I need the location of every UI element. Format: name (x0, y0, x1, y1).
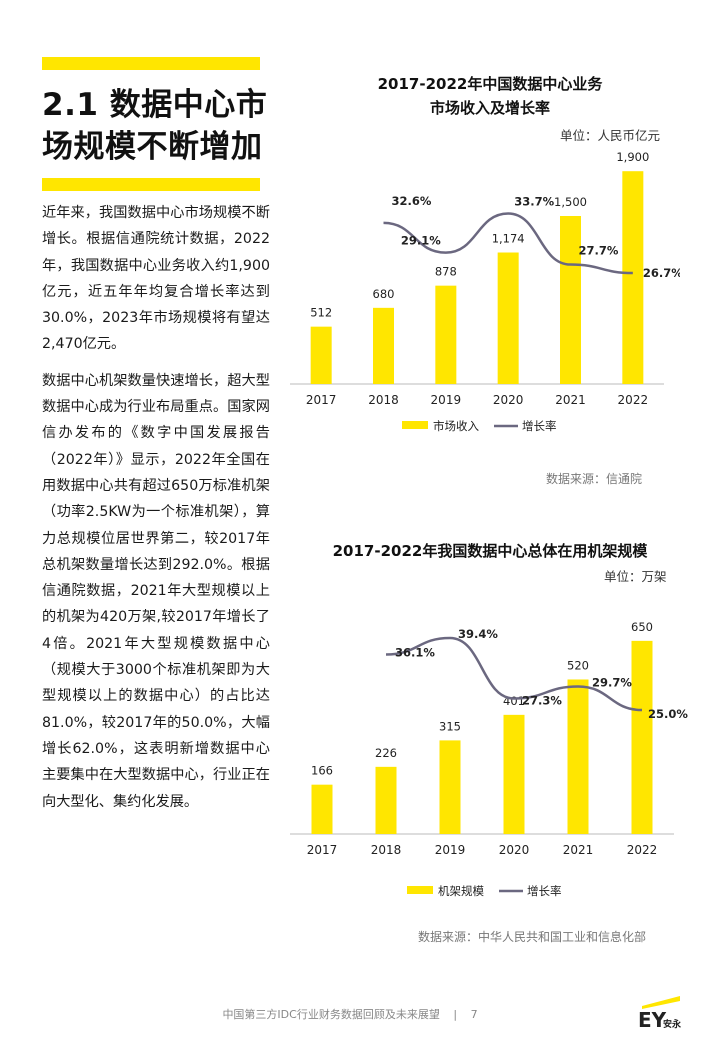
chart2-rate-label-2019: 39.4% (458, 627, 498, 641)
chart2-tick-2020: 2020 (499, 843, 530, 857)
chart2-bar-2020 (503, 714, 525, 834)
footer-text: 中国第三方IDC行业财务数据回顾及未来展望 (222, 1008, 440, 1021)
chart1-legend-line-label: 增长率 (522, 419, 557, 433)
chart1-rate-label-2020: 33.7% (514, 195, 554, 209)
chart2-tick-2022: 2022 (627, 843, 658, 857)
chart2-bar-label-2022: 650 (631, 620, 653, 634)
chart2-bar-2019 (439, 740, 461, 834)
logo-beam-icon (642, 996, 680, 1009)
chart2-bar-2017 (311, 784, 333, 834)
chart1-legend-bar-swatch (402, 421, 428, 429)
chart2-svg: 1662017226201831520194012020520202165020… (290, 620, 688, 898)
chart1-bar-2019 (435, 285, 457, 384)
footer-separator: | (453, 1008, 458, 1021)
chart2-legend-bar-swatch (407, 886, 433, 894)
chart1-tick-2018: 2018 (368, 393, 399, 407)
chart1-source: 数据来源：信通院 (546, 472, 643, 486)
heading-line-1: 2.1 数据中心市 (42, 87, 268, 123)
chart1-bar-2017 (310, 326, 332, 384)
chart2-bar-2021 (567, 679, 589, 834)
chart2-bar-label-2018: 226 (375, 746, 397, 760)
chart2-legend-bar-label: 机架规模 (438, 884, 484, 898)
chart1-title-line-1: 2017-2022年中国数据中心业务 (377, 75, 603, 93)
chart2-rate-label-2021: 29.7% (592, 676, 632, 690)
chart1-title-line-2: 市场收入及增长率 (429, 99, 550, 117)
chart1-bar-label-2021: 1,500 (554, 195, 587, 209)
chart1-bar-label-2022: 1,900 (616, 150, 649, 164)
chart1-bar-2020 (497, 252, 519, 384)
chart1-bar-label-2018: 680 (373, 287, 395, 301)
chart1-rate-label-2019: 29.1% (401, 234, 441, 248)
chart2-rate-label-2018: 36.1% (395, 646, 435, 660)
chart1-rate-label-2021: 27.7% (579, 244, 619, 258)
chart2-bar-label-2021: 520 (567, 658, 589, 672)
chart1-tick-2019: 2019 (431, 393, 462, 407)
chart1-tick-2021: 2021 (555, 393, 586, 407)
chart1-bar-label-2020: 1,174 (492, 232, 525, 246)
chart1-unit: 单位：人民币亿元 (560, 128, 661, 143)
chart2-unit: 单位：万架 (604, 569, 667, 584)
chart1-rate-line (383, 212, 633, 275)
logo-sub-text: 安永 (663, 1018, 682, 1030)
chart1-tick-2017: 2017 (306, 393, 337, 407)
chart2-rate-label-2020: 27.3% (522, 694, 562, 708)
paragraph-1: 近年来，我国数据中心市场规模不断增长。根据信通院统计数据，2022年，我国数据中… (42, 205, 270, 353)
chart2-rate-label-2022: 25.0% (648, 707, 688, 721)
chart2-tick-2019: 2019 (435, 843, 466, 857)
chart2-rate-line (385, 636, 643, 712)
chart2-bar-2022 (631, 640, 653, 834)
chart1-bar-2022 (622, 171, 644, 384)
accent-bar-top (42, 57, 260, 70)
chart1-tick-2022: 2022 (618, 393, 649, 407)
chart1-tick-2020: 2020 (493, 393, 524, 407)
paragraph-2: 数据中心机架数量快速增长，超大型数据中心成为行业布局重点。国家网信办发布的《数字… (42, 372, 270, 810)
chart1-title: 2017-2022年中国数据中心业务 市场收入及增长率 (300, 72, 680, 120)
chart2-legend-line-label: 增长率 (527, 884, 562, 898)
chart1-bar-label-2017: 512 (310, 306, 332, 320)
heading-line-2: 场规模不断增加 (42, 129, 263, 165)
chart2-tick-2017: 2017 (307, 843, 338, 857)
chart2-tick-2021: 2021 (563, 843, 594, 857)
page-number: 7 (470, 1008, 478, 1021)
chart2-title: 2017-2022年我国数据中心总体在用机架规模 (332, 542, 648, 560)
chart1-svg: 512 2017 680 2018 878 2019 1,174 2020 1,500 2021 1… (290, 150, 680, 433)
chart2-tick-2018: 2018 (371, 843, 402, 857)
section-heading: 2.1 数据中心市 场规模不断增加 (42, 84, 282, 168)
chart1-legend-bar-label: 市场收入 (433, 419, 479, 433)
chart1-bar-2021 (560, 216, 581, 384)
chart2-bar-label-2017: 166 (311, 764, 333, 778)
chart1-bar-2018 (373, 307, 394, 384)
chart2-bar-label-2019: 315 (439, 719, 461, 733)
chart1-rate-label-2022: 26.7% (643, 266, 680, 280)
body-text: 近年来，我国数据中心市场规模不断增长。根据信通院统计数据，2022年，我国数据中… (42, 200, 270, 825)
chart1-rate-label-2018: 32.6% (392, 194, 432, 208)
logo-brand-text: EY (638, 1008, 667, 1032)
chart2-bar-2018 (375, 766, 397, 834)
chart1-bar-label-2019: 878 (435, 265, 457, 279)
ey-logo: EY 安永 (638, 996, 682, 1032)
page-footer: 中国第三方IDC行业财务数据回顾及未来展望 | 7 (200, 1006, 500, 1022)
chart2-source: 数据来源：中华人民共和国工业和信息化部 (418, 930, 647, 944)
accent-bar-bottom (42, 178, 260, 191)
